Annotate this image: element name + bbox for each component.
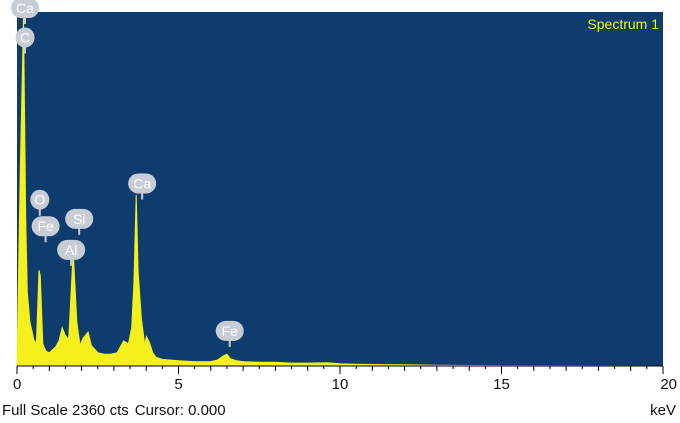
peak-label-o: O (30, 189, 50, 216)
peak-label-fe: Fe (215, 320, 244, 347)
peak-label-text: Ca (16, 0, 34, 16)
peak-label-al: Al (57, 239, 86, 266)
plot-area (17, 12, 663, 366)
peak-label-text: Ca (133, 175, 151, 191)
peak-label-ca: Ca (128, 173, 157, 200)
x-tick-label: 10 (332, 376, 349, 393)
cursor-readout: Cursor: 0.000 (134, 402, 226, 419)
peak-label-text: C (20, 29, 30, 45)
x-tick-label: 15 (493, 376, 510, 393)
spectrum-series (16, 17, 664, 367)
x-axis-unit: keV (650, 402, 676, 419)
x-tick-label: 5 (174, 376, 182, 393)
full-scale-readout: Full Scale 2360 cts (2, 402, 129, 419)
peak-label-text: Fe (37, 218, 54, 234)
x-tick-label: 0 (13, 376, 21, 393)
peak-label-bubble (128, 173, 157, 194)
peak-label-text: Fe (222, 323, 239, 339)
peak-label-text: Si (73, 211, 85, 227)
peak-label-text: O (34, 192, 45, 208)
peak-label-bubble (65, 208, 94, 229)
peak-label-ca: Ca (11, 0, 39, 24)
peak-label-text: Al (65, 242, 77, 258)
peak-label-bubble (57, 239, 86, 260)
peak-label-bubble (215, 320, 244, 341)
peak-label-si: Si (65, 208, 94, 235)
peak-label-bubble (31, 216, 60, 237)
peak-label-c: C (15, 27, 35, 54)
peak-label-bubble (11, 0, 39, 18)
peak-label-bubble (30, 189, 50, 210)
x-tick-label: 20 (660, 376, 677, 393)
peak-label-fe: Fe (31, 216, 60, 243)
chart-title: Spectrum 1 (587, 16, 659, 32)
status-bar: Full Scale 2360 cts Cursor: 0.000 (2, 402, 232, 419)
peak-label-bubble (15, 27, 35, 48)
